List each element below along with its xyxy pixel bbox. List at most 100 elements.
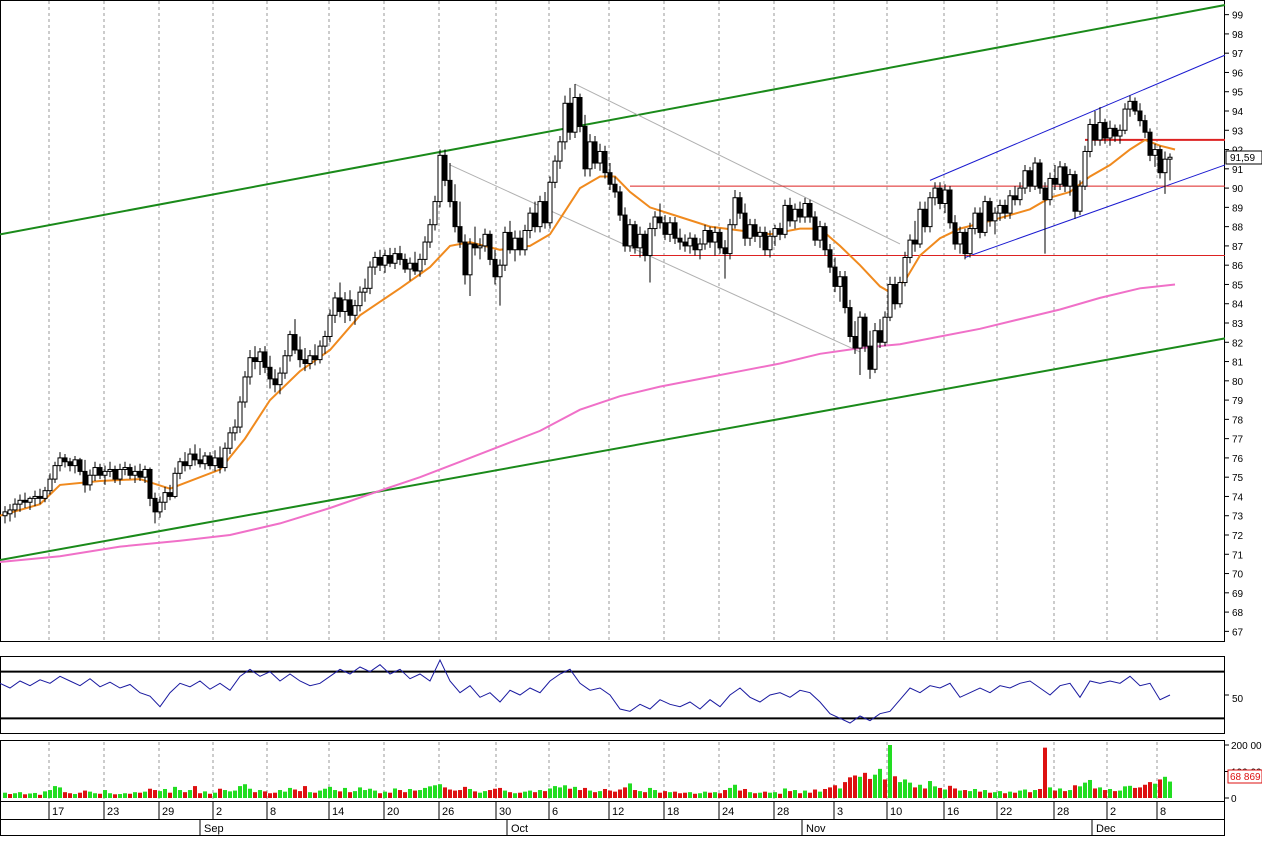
candle-body-4 (22, 499, 28, 503)
candle-body-80 (402, 258, 408, 270)
candle-body-42 (212, 457, 218, 467)
x-tick-label-1: 23 (107, 806, 119, 818)
candle-body-94 (472, 243, 478, 249)
volume-bar-7 (38, 794, 42, 798)
volume-bar-214 (1073, 785, 1077, 798)
volume-bar-3 (18, 792, 22, 798)
candle-body-125 (627, 224, 633, 247)
candle-body-166 (832, 266, 838, 287)
candle-body-174 (872, 330, 878, 370)
volume-bar-22 (113, 794, 117, 798)
volume-bar-229 (1148, 782, 1152, 798)
volume-bar-202 (1013, 792, 1017, 798)
candle-body-43 (217, 457, 223, 469)
volume-bar-25 (128, 793, 132, 798)
volume-bar-227 (1138, 787, 1142, 798)
volume-bar-70 (353, 791, 357, 798)
candle-body-65 (327, 314, 333, 337)
volume-bar-74 (373, 790, 377, 798)
x-tick-label-18: 28 (1057, 806, 1069, 818)
volume-bar-5 (28, 793, 32, 798)
volume-bar-136 (683, 792, 687, 798)
candle-body-183 (917, 208, 923, 245)
volume-bar-95 (478, 792, 482, 798)
volume-bar-104 (523, 791, 527, 798)
candle-body-226 (1132, 100, 1138, 112)
candle-body-100 (502, 231, 508, 266)
horizontal-levels (630, 138, 1225, 257)
candle-body-212 (1062, 166, 1068, 187)
price-tick-label-73: 73 (1232, 512, 1244, 523)
volume-bar-156 (783, 788, 787, 798)
volume-bar-101 (508, 792, 512, 798)
volume-bar-63 (318, 790, 322, 798)
volume-bar-204 (1023, 789, 1027, 798)
x-tick-label-9: 6 (552, 806, 558, 818)
candle-body-117 (587, 141, 593, 170)
volume-bar-30 (153, 790, 157, 798)
candle-body-52 (262, 351, 268, 368)
volume-bar-28 (143, 791, 147, 798)
candle-body-191 (957, 231, 963, 245)
candle-body-62 (312, 355, 318, 361)
volume-bar-231 (1158, 779, 1162, 798)
volume-bar-224 (1123, 786, 1127, 798)
volume-bar-205 (1028, 792, 1032, 798)
x-tick-label-0: 17 (52, 806, 64, 818)
candle-body-133 (667, 222, 673, 235)
candle-body-83 (417, 258, 423, 272)
candle-body-49 (247, 357, 253, 378)
price-tick-label-76: 76 (1232, 454, 1244, 465)
candle-body-181 (907, 239, 913, 258)
volume-bars (3, 745, 1172, 798)
volume-bar-170 (853, 775, 857, 798)
volume-bar-163 (818, 791, 822, 798)
candle-body-85 (427, 224, 433, 243)
volume-bar-23 (118, 794, 122, 798)
volume-bar-29 (148, 788, 152, 798)
volume-bar-51 (258, 790, 262, 798)
candle-body-34 (172, 472, 178, 497)
last-volume-label: 68 869 (1230, 772, 1261, 783)
candle-body-108 (542, 201, 548, 224)
volume-bar-65 (328, 786, 332, 798)
volume-bar-2 (13, 793, 17, 798)
volume-bar-41 (208, 793, 212, 798)
volume-bar-58 (293, 789, 297, 798)
candle-body-13 (67, 461, 73, 467)
volume-bar-191 (958, 790, 962, 798)
volume-bar-172 (863, 772, 867, 798)
volume-bar-169 (848, 777, 852, 798)
volume-bar-26 (133, 792, 137, 798)
volume-bar-125 (628, 783, 632, 798)
volume-bar-98 (493, 788, 497, 798)
price-tick-label-78: 78 (1232, 415, 1244, 426)
candle-body-208 (1042, 187, 1048, 201)
volume-bar-211 (1058, 788, 1062, 798)
volume-bar-37 (188, 790, 192, 798)
candle-body-230 (1152, 149, 1158, 156)
volume-bar-112 (563, 785, 567, 798)
volume-bar-179 (898, 782, 902, 798)
candle-body-84 (422, 241, 428, 260)
candle-body-177 (887, 283, 893, 318)
candle-body-110 (552, 160, 558, 183)
candle-body-195 (977, 212, 983, 233)
x-tick-label-8: 30 (499, 806, 511, 818)
moving-averages (0, 138, 1176, 563)
candle-body-76 (382, 255, 388, 266)
volume-bar-12 (63, 792, 67, 798)
volume-bar-133 (668, 792, 672, 798)
candle-body-193 (967, 228, 973, 255)
volume-bar-50 (253, 792, 257, 798)
price-tick-label-91: 91 (1232, 165, 1244, 176)
volume-bar-188 (943, 789, 947, 798)
volume-bar-56 (283, 791, 287, 798)
candle-body-39 (197, 459, 203, 465)
candle-body-109 (547, 181, 553, 224)
volume-bar-114 (573, 786, 577, 798)
volume-bar-221 (1108, 788, 1112, 798)
volume-bar-228 (1143, 784, 1147, 798)
candle-body-3 (17, 499, 23, 505)
volume-bar-86 (433, 785, 437, 798)
